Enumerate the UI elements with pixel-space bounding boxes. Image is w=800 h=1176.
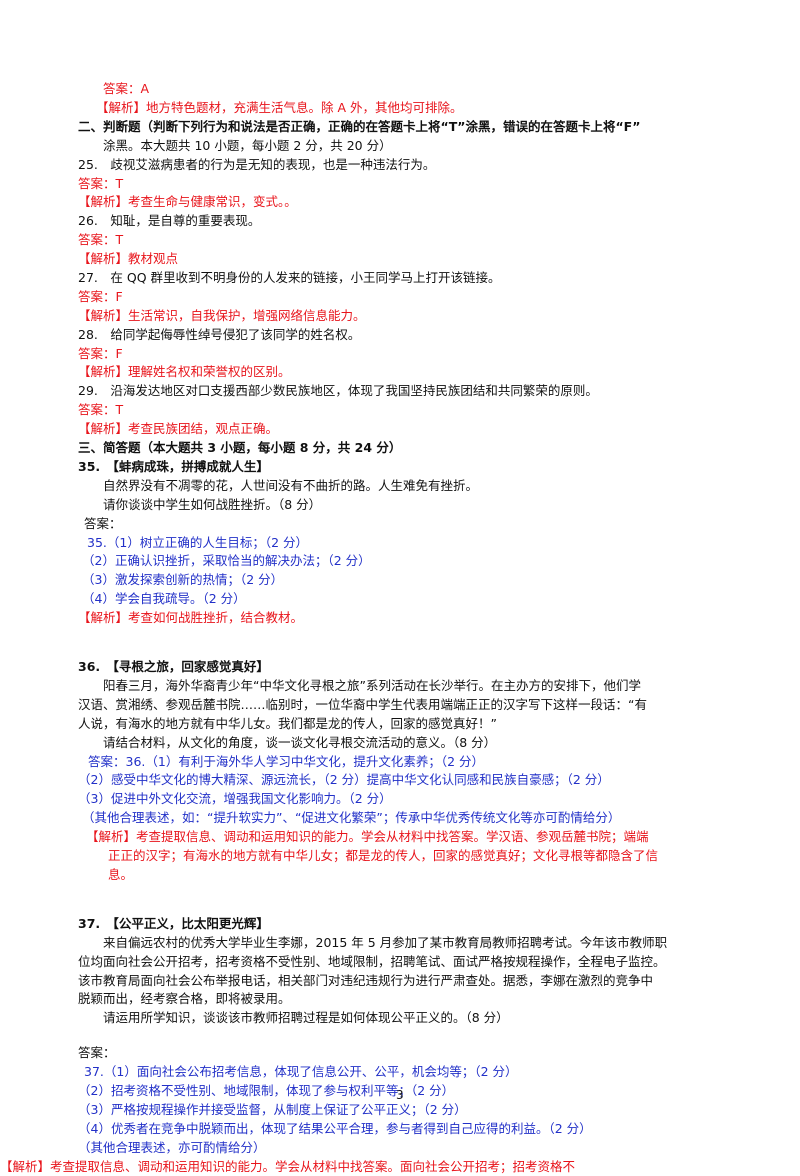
text-line: 37. 【公平正义，比太阳更光辉】 [78, 916, 269, 931]
text-line: 36. 【寻根之旅，回家感觉真好】 [78, 659, 269, 674]
text-line: 答案：A [103, 81, 150, 96]
text-line: 答案： [84, 516, 122, 531]
text-line: 【解析】考查生命与健康常识，变式。。 [78, 194, 297, 209]
text-line: 26. 知耻，是自尊的重要表现。 [78, 213, 261, 228]
text-line: 【解析】考查如何战胜挫折，结合教材。 [78, 610, 304, 625]
text-line: 答案：T [78, 232, 124, 247]
text-line: 涂黑。本大题共 10 小题，每小题 2 分，共 20 分） [103, 138, 392, 153]
text-line: 请结合材料，从文化的角度，谈一谈文化寻根交流活动的意义。（8 分） [103, 735, 497, 750]
text-line: 【解析】教材观点 [78, 251, 179, 266]
text-line: 答案：36.（1）有利于海外华人学习中华文化，提升文化素养；（2 分） [88, 754, 485, 769]
text-line: 27. 在 QQ 群里收到不明身份的人发来的链接，小王同学马上打开该链接。 [78, 270, 501, 285]
text-line: 【解析】地方特色题材，充满生活气息。除 A 外，其他均可排除。 [96, 100, 463, 115]
text-line: 35.（1）树立正确的人生目标；（2 分） [87, 535, 309, 550]
text-line: 35. 【蚌病成珠，拼搏成就人生】 [78, 459, 269, 474]
document-page: 答案：A 【解析】地方特色题材，充满生活气息。除 A 外，其他均可排除。二、判断题… [0, 81, 668, 1174]
text-line: （2）正确认识挫折，采取恰当的解决办法；（2 分） [82, 553, 371, 568]
text-line: 脱颖而出，经考察合格，即将被录用。 [78, 991, 291, 1006]
text-line: 答案：F [78, 346, 123, 361]
text-line: 位均面向社会公开招考，招考资格不受性别、地域限制，招聘笔试、面试严格按规程操作，… [78, 954, 666, 969]
text-line: （4）优秀者在竞争中脱颖而出，体现了结果公平合理，参与者得到自己应得的利益。（2… [78, 1121, 592, 1136]
text-line: 【解析】生活常识，自我保护，增强网络信息能力。 [78, 308, 366, 323]
text-line: 37.（1）面向社会公布招考信息，体现了信息公开、公平，机会均等；（2 分） [84, 1064, 518, 1079]
text-line: （3）严格按规程操作并接受监督，从制度上保证了公平正义；（2 分） [78, 1102, 467, 1117]
text-line: 答案：T [78, 176, 124, 191]
text-line: （2）招考资格不受性别、地域限制，体现了参与权利平等；（2 分） [78, 1083, 455, 1098]
text-line: 【解析】考查提取信息、调动和运用知识的能力。学会从材料中找答案。面向社会公开招考… [0, 1159, 576, 1174]
page-number: 3 [396, 1088, 404, 1102]
text-line: 正正的汉字；有海水的地方就有中华儿女；都是龙的传人，回家的感觉真好；文化寻根等都… [108, 848, 659, 863]
text-line: （3）激发探索创新的热情；（2 分） [82, 572, 284, 587]
text-line: 25. 歧视艾滋病患者的行为是无知的表现，也是一种违法行为。 [78, 157, 436, 172]
text-line: 答案：T [78, 402, 124, 417]
text-line: （2）感受中华文化的博大精深、源远流长，（2 分）提高中华文化认同感和民族自豪感… [78, 772, 610, 787]
text-line: （其他合理表述，亦可酌情给分） [78, 1140, 266, 1155]
text-line: 【解析】理解姓名权和荣誉权的区别。 [78, 364, 291, 379]
text-line: 29. 沿海发达地区对口支援西部少数民族地区，体现了我国坚持民族团结和共同繁荣的… [78, 383, 598, 398]
text-line: 来自偏远农村的优秀大学毕业生李娜，2015 年 5 月参加了某市教育局教师招聘考… [103, 935, 668, 950]
text-line: 二、判断题（判断下列行为和说法是否正确，正确的在答题卡上将“T”涂黑，错误的在答… [78, 119, 641, 134]
text-line: 阳春三月，海外华裔青少年“中华文化寻根之旅”系列活动在长沙举行。在主办方的安排下… [103, 678, 641, 693]
text-line: 息。 [108, 867, 134, 882]
text-line: （3）促进中外文化交流，增强我国文化影响力。（2 分） [78, 791, 392, 806]
text-line: 请你谈谈中学生如何战胜挫折。（8 分） [103, 497, 322, 512]
text-line: 【解析】考查民族团结，观点正确。 [78, 421, 279, 436]
text-line: 答案：F [78, 289, 123, 304]
text-line: 28. 给同学起侮辱性绰号侵犯了该同学的姓名权。 [78, 327, 361, 342]
text-line: 人说，有海水的地方就有中华儿女。我们都是龙的传人，回家的感觉真好！” [78, 716, 497, 731]
text-line: 【解析】考查提取信息、调动和运用知识的能力。学会从材料中找答案。学汉语、参观岳麓… [86, 829, 649, 844]
text-line: （4）学会自我疏导。（2 分） [82, 591, 246, 606]
text-line: 自然界没有不凋零的花，人世间没有不曲折的路。人生难免有挫折。 [103, 478, 479, 493]
text-line: 该市教育局面向社会公布举报电话，相关部门对违纪违规行为进行严肃查处。据悉，李娜在… [78, 973, 654, 988]
text-line: 三、简答题（本大题共 3 小题，每小题 8 分，共 24 分） [78, 440, 402, 455]
text-line: 答案： [78, 1045, 116, 1060]
text-line: （其他合理表述，如：“提升软实力”、“促进文化繁荣”；传承中华优秀传统文化等亦可… [82, 810, 621, 825]
text-line: 请运用所学知识，谈谈该市教师招聘过程是如何体现公平正义的。（8 分） [103, 1010, 509, 1025]
text-line: 汉语、赏湘绣、参观岳麓书院……临别时，一位华裔中学生代表用端端正正的汉字写下这样… [78, 697, 647, 712]
